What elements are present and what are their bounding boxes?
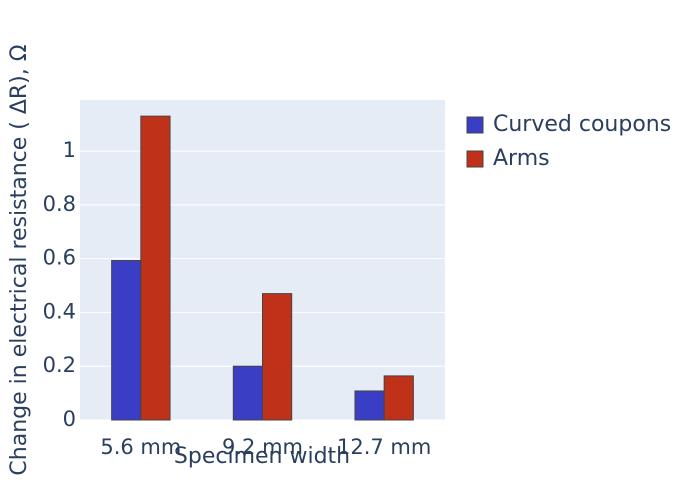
bar <box>383 375 414 421</box>
x-tick-label: 9.2 mm <box>222 435 303 459</box>
bar <box>262 293 293 421</box>
y-tick-label: 0.2 <box>43 353 76 377</box>
legend-label: Curved coupons <box>493 112 671 137</box>
y-tick-label: 1 <box>63 138 76 162</box>
y-tick-label: 0 <box>63 407 76 431</box>
y-tick-label: 0.8 <box>43 192 76 216</box>
y-tick-label: 0.4 <box>43 299 76 323</box>
x-tick-label: 12.7 mm <box>337 435 431 459</box>
y-axis-title: Change in electrical resistance ( ΔR), Ω <box>7 44 32 475</box>
x-tick-label: 5.6 mm <box>100 435 181 459</box>
bar <box>232 365 264 421</box>
bar <box>354 390 385 421</box>
x-axis-title: Specimen width <box>174 444 350 469</box>
legend-swatch <box>466 116 484 134</box>
legend-swatch <box>466 150 484 168</box>
legend-label: Arms <box>493 146 550 171</box>
bar <box>111 260 142 421</box>
y-tick-label: 0.6 <box>43 246 76 270</box>
bar <box>140 115 171 421</box>
